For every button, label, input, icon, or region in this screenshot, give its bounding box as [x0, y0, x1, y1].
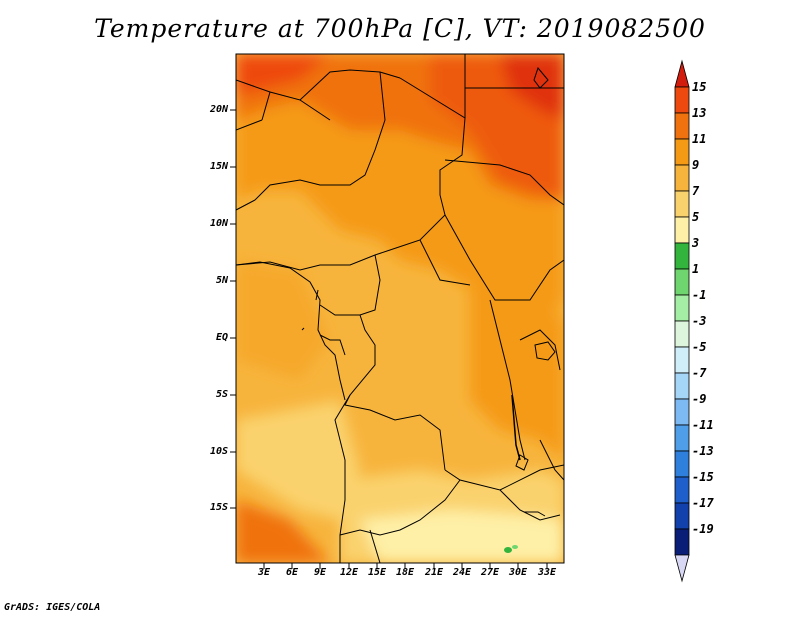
colorbar-segment — [674, 502, 690, 530]
colorbar-segment — [674, 164, 690, 192]
colorbar-label: -11 — [692, 418, 714, 432]
lon-label-21e: 21E — [424, 567, 444, 578]
lon-label-30e: 30E — [508, 567, 528, 578]
colorbar-label: 7 — [692, 184, 700, 198]
lon-label-18e: 18E — [395, 567, 415, 578]
colorbar-label: -17 — [692, 496, 714, 510]
colorbar-label: -7 — [692, 366, 707, 380]
colorbar-segment — [674, 372, 690, 400]
colorbar-segment — [674, 242, 690, 270]
lat-label-10s: 10S — [209, 446, 228, 457]
lon-label-15e: 15E — [367, 567, 387, 578]
colorbar-segment — [674, 294, 690, 322]
lat-label-5s: 5S — [215, 389, 228, 400]
colorbar-segment — [674, 450, 690, 478]
colorbar-segment — [674, 216, 690, 244]
colorbar-segment — [674, 346, 690, 374]
lon-label-12e: 12E — [339, 567, 359, 578]
colorbar-label: -5 — [692, 340, 707, 354]
cold-spot — [504, 547, 512, 553]
colorbar-label: -19 — [692, 522, 714, 536]
map-frame — [235, 53, 565, 564]
colorbar-label: -1 — [692, 288, 707, 302]
colorbar-label: -9 — [692, 392, 707, 406]
lon-label-9e: 9E — [313, 567, 327, 578]
colorbar — [674, 59, 690, 583]
lon-label-6e: 6E — [285, 567, 299, 578]
colorbar-segment — [674, 86, 690, 114]
colorbar-label: 15 — [692, 80, 707, 94]
lat-label-eq: EQ — [215, 332, 228, 343]
temperature-field — [236, 54, 564, 563]
lon-label-33e: 33E — [537, 567, 557, 578]
colorbar-segment — [674, 424, 690, 452]
colorbar-label: -3 — [692, 314, 707, 328]
colorbar-label: -13 — [692, 444, 714, 458]
colorbar-segment — [674, 112, 690, 140]
colorbar-label: 5 — [692, 210, 700, 224]
colorbar-segment — [674, 476, 690, 504]
lat-label-15s: 15S — [209, 502, 228, 513]
axis-ticks — [230, 109, 548, 569]
colorbar-label: 3 — [692, 236, 700, 250]
lon-label-3e: 3E — [257, 567, 271, 578]
colorbar-top-arrow — [674, 59, 690, 88]
lat-label-15n: 15N — [209, 161, 228, 172]
colorbar-label: -15 — [692, 470, 714, 484]
lat-label-5n: 5N — [215, 275, 228, 286]
map-title: Temperature at 700hPa [C], VT: 201908250… — [94, 14, 706, 43]
colorbar-segment — [674, 528, 690, 556]
colorbar-label: 13 — [692, 106, 707, 120]
colorbar-bottom-arrow — [674, 554, 690, 583]
country-borders — [236, 54, 564, 563]
colorbar-label: 11 — [692, 132, 707, 146]
footer-credit: GrADS: IGES/COLA — [4, 602, 101, 613]
colorbar-segment — [674, 138, 690, 166]
colorbar-segment — [674, 398, 690, 426]
lat-label-10n: 10N — [209, 218, 228, 229]
colorbar-label: 9 — [692, 158, 700, 172]
colorbar-label: 1 — [692, 262, 700, 276]
colorbar-segment — [674, 268, 690, 296]
lon-label-24e: 24E — [452, 567, 472, 578]
lat-label-20n: 20N — [209, 104, 228, 115]
lon-label-27e: 27E — [480, 567, 500, 578]
colorbar-segment — [674, 320, 690, 348]
colorbar-segment — [674, 190, 690, 218]
